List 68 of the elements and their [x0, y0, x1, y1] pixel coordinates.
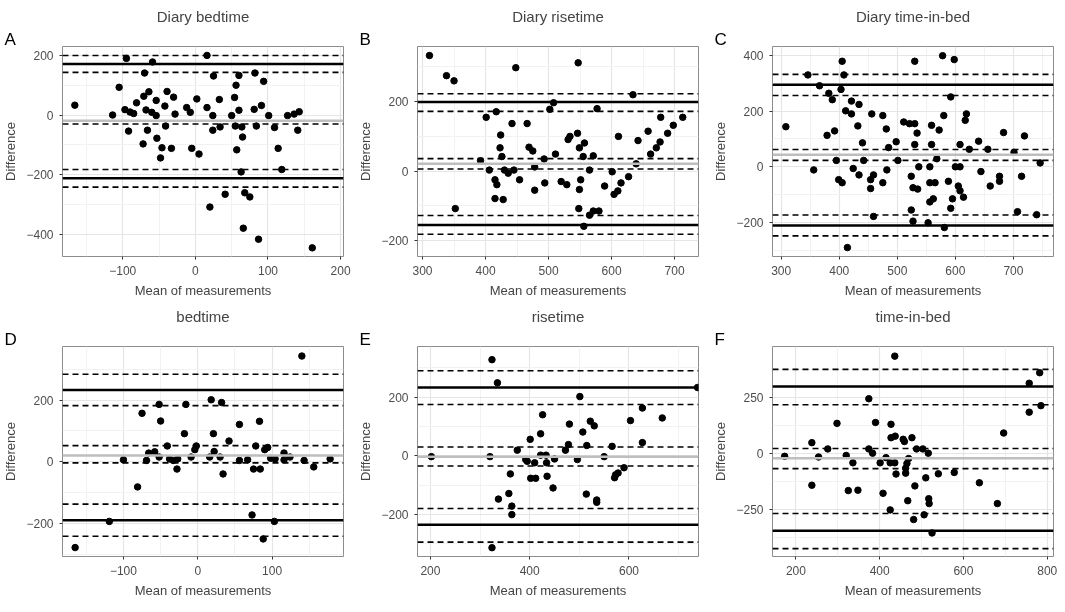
y-tick-label: 0: [46, 455, 54, 470]
x-tick-label: 200: [785, 563, 807, 578]
y-tick-label: 0: [401, 164, 409, 179]
text: C: [714, 29, 727, 49]
y-tick-label: 0: [756, 160, 764, 175]
y-tick-label: −200: [26, 516, 54, 531]
x-tick-label: 200: [420, 563, 441, 578]
x-axis-title: Mean of measurements: [489, 282, 627, 298]
y-axis-title: Difference: [3, 421, 19, 482]
x-tick-label: 400: [829, 263, 850, 278]
chart-title: risetime: [531, 307, 585, 325]
y-axis-title: Difference: [713, 421, 729, 482]
y-tick-label: 200: [33, 48, 54, 63]
x-tick-label: 0: [192, 263, 200, 278]
x-tick-label: −100: [109, 263, 137, 278]
text: A: [4, 29, 17, 49]
x-tick-label: 100: [262, 563, 283, 578]
y-tick-label: −200: [381, 507, 409, 522]
y-tick-label: 250: [743, 390, 764, 405]
x-tick-label: 800: [1037, 563, 1058, 578]
x-tick-label: 600: [953, 563, 974, 578]
x-tick-label: 0: [194, 563, 202, 578]
y-tick-label: 0: [756, 446, 764, 461]
y-tick-label: −400: [26, 227, 54, 242]
x-tick-label: 300: [771, 263, 792, 278]
x-tick-label: 300: [412, 263, 433, 278]
y-axis-title: Difference: [713, 121, 729, 182]
x-tick-label: 500: [538, 263, 559, 278]
y-tick-label: 400: [743, 48, 764, 63]
x-axis-title: Mean of measurements: [134, 582, 272, 598]
chart-title: Diary bedtime: [156, 7, 250, 25]
y-axis-title: Difference: [3, 121, 19, 182]
x-tick-label: 600: [618, 563, 640, 578]
chart-title: Diary time-in-bed: [855, 7, 971, 25]
y-tick-label: 200: [743, 104, 764, 119]
y-tick-label: −200: [381, 234, 409, 249]
chart-title: time-in-bed: [875, 307, 951, 325]
y-tick-label: −200: [736, 216, 764, 231]
text: B: [359, 29, 371, 49]
y-tick-label: −250: [736, 502, 764, 517]
x-tick-label: 700: [1003, 263, 1024, 278]
y-tick-label: 200: [388, 390, 409, 405]
text: F: [714, 329, 725, 349]
text: E: [359, 329, 371, 349]
x-tick-label: 600: [601, 263, 622, 278]
text: D: [4, 329, 17, 349]
x-axis-title: Mean of measurements: [844, 582, 982, 598]
x-axis-title: Mean of measurements: [844, 282, 982, 298]
x-tick-label: −100: [109, 563, 138, 578]
x-tick-label: 500: [887, 263, 908, 278]
x-tick-label: 600: [945, 263, 966, 278]
y-tick-label: −200: [26, 168, 54, 183]
y-tick-label: 200: [388, 95, 409, 110]
x-tick-label: 100: [257, 263, 279, 278]
y-axis-title: Difference: [358, 121, 374, 182]
y-tick-label: 200: [33, 393, 54, 408]
y-tick-label: 0: [46, 108, 54, 123]
y-axis-title: Difference: [358, 421, 374, 482]
x-tick-label: 400: [519, 563, 541, 578]
chart-title: bedtime: [176, 307, 230, 325]
x-axis-title: Mean of measurements: [489, 582, 627, 598]
x-tick-label: 700: [664, 263, 685, 278]
y-tick-label: 0: [401, 449, 409, 464]
x-tick-label: 200: [330, 263, 351, 278]
chart-title: Diary risetime: [512, 7, 604, 25]
x-tick-label: 400: [869, 563, 891, 578]
x-tick-label: 400: [475, 263, 496, 278]
x-axis-title: Mean of measurements: [134, 282, 272, 298]
